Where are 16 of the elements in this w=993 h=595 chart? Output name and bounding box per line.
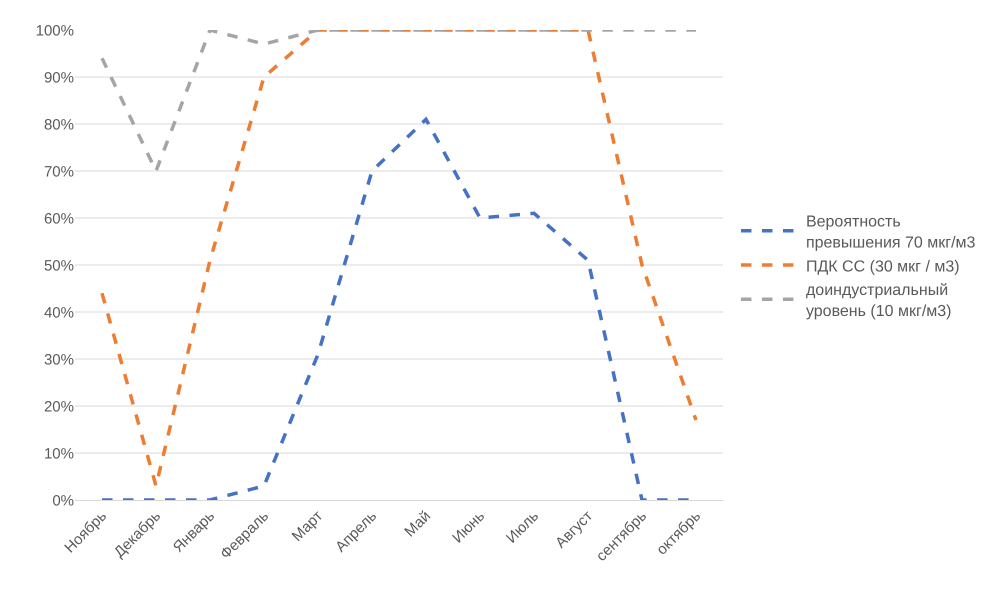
y-tick-label: 100% — [36, 22, 74, 40]
y-tick-label: 80% — [44, 116, 74, 134]
y-tick-label: 0% — [52, 492, 74, 510]
legend-label: доиндустриальный уровень (10 мкг/м3) — [806, 282, 952, 320]
y-tick-label: 50% — [44, 257, 74, 274]
legend-label: Вероятность превышения 70 мкг/м3 — [806, 214, 976, 252]
y-tick-label: 70% — [44, 163, 74, 180]
line-series — [100, 30, 698, 488]
legend-label: ПДК СС (30 мкг / м3) — [806, 258, 960, 276]
y-tick-label: 90% — [44, 69, 74, 86]
y-tick-label: 10% — [44, 445, 74, 462]
y-tick-label: 30% — [44, 351, 74, 368]
y-tick-label: 40% — [44, 304, 74, 322]
line-series — [100, 30, 698, 173]
y-tick-label: 60% — [44, 210, 74, 228]
y-tick-label: 20% — [44, 398, 74, 416]
